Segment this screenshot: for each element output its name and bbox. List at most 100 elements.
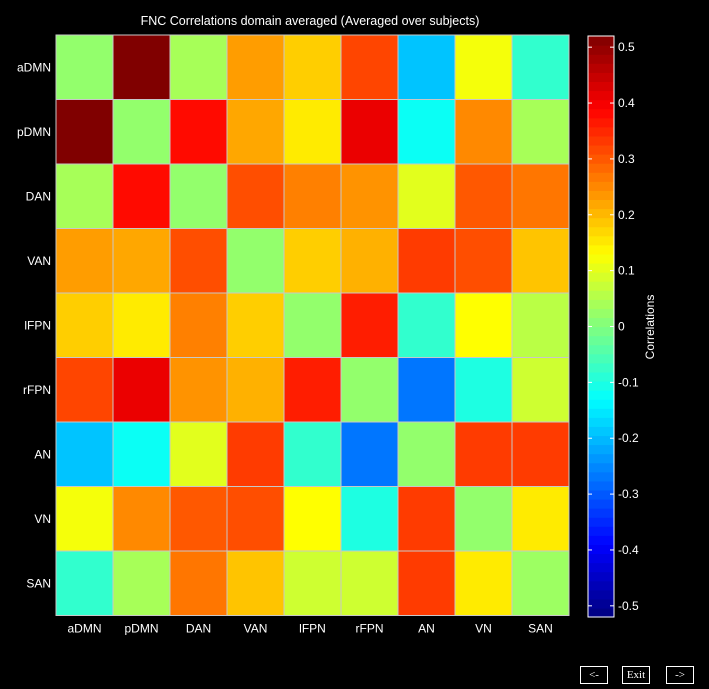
column-labels: aDMN pDMN DAN VAN lFPN rFPN AN VN SAN <box>67 622 552 636</box>
heatmap-cell-pDMN-VN <box>454 99 513 165</box>
colorbar-step <box>588 63 614 73</box>
colorbar-step <box>588 290 614 300</box>
heatmap-cell-SAN-aDMN <box>55 550 114 616</box>
colorbar: -0.5 -0.4 -0.3 -0.2 -0.1 0 0.1 0.2 0.3 0.4 0.5 <box>587 35 639 618</box>
heatmap-cell-VAN-SAN <box>511 228 570 294</box>
row-label-VN: VN <box>34 512 51 526</box>
heatmap-cell-lFPN-AN <box>397 292 456 358</box>
heatmap-cell-AN-VN <box>454 421 513 487</box>
heatmap-cell-lFPN-pDMN <box>112 292 171 358</box>
colorbar-tick-label: 0.5 <box>618 40 635 54</box>
heatmap-cell-SAN-lFPN <box>283 550 342 616</box>
previous-button[interactable]: <- <box>580 666 608 684</box>
colorbar-step <box>588 353 614 364</box>
heatmap-cell-VAN-VAN <box>226 228 285 294</box>
colorbar-step <box>588 317 614 328</box>
heatmap-cell-VN-AN <box>397 486 456 552</box>
heatmap-cell-aDMN-AN <box>397 34 456 100</box>
colorbar-step <box>588 544 614 555</box>
heatmap-cell-DAN-pDMN <box>112 163 171 229</box>
heatmap-cell-rFPN-VN <box>454 357 513 423</box>
row-label-DAN: DAN <box>26 189 51 203</box>
colorbar-step <box>588 226 614 237</box>
column-label-rFPN: rFPN <box>356 622 384 636</box>
row-label-aDMN: aDMN <box>17 60 51 74</box>
heatmap-cell-pDMN-aDMN <box>55 99 114 165</box>
colorbar-step <box>588 399 614 409</box>
heatmap-cell-VN-aDMN <box>55 486 114 552</box>
heatmap-cell-VAN-pDMN <box>112 228 171 294</box>
exit-button[interactable]: Exit <box>622 666 650 684</box>
colorbar-step <box>588 498 614 509</box>
colorbar-step <box>588 190 614 201</box>
colorbar-step <box>588 553 614 564</box>
heatmap-cell-AN-DAN <box>169 421 228 487</box>
heatmap-cell-pDMN-SAN <box>511 99 570 165</box>
heatmap-cell-VAN-aDMN <box>55 228 114 294</box>
heatmap-cell-lFPN-lFPN <box>283 292 342 358</box>
heatmap-cell-SAN-DAN <box>169 550 228 616</box>
heatmap-cell-DAN-rFPN <box>340 163 399 229</box>
row-label-rFPN: rFPN <box>23 383 51 397</box>
colorbar-step <box>588 235 614 246</box>
heatmap-cell-VN-pDMN <box>112 486 171 552</box>
colorbar-step <box>588 390 614 400</box>
colorbar-step <box>588 36 614 46</box>
heatmap-cell-lFPN-rFPN <box>340 292 399 358</box>
column-label-DAN: DAN <box>186 622 211 636</box>
heatmap-cell-VN-VAN <box>226 486 285 552</box>
heatmap-cell-VN-lFPN <box>283 486 342 552</box>
colorbar-step <box>588 299 614 309</box>
chart-title: FNC Correlations domain averaged (Averag… <box>141 14 480 28</box>
colorbar-tick-label: 0.2 <box>618 208 635 222</box>
column-label-pDMN: pDMN <box>124 622 158 636</box>
colorbar-step <box>588 417 614 427</box>
heatmap-cell-DAN-VAN <box>226 163 285 229</box>
colorbar-step <box>588 172 614 182</box>
colorbar-step <box>588 154 614 164</box>
colorbar-step <box>588 217 614 228</box>
heatmap-cell-SAN-SAN <box>511 550 570 616</box>
row-label-VAN: VAN <box>27 254 51 268</box>
colorbar-tick-label: -0.1 <box>618 375 639 389</box>
colorbar-step <box>588 362 614 373</box>
colorbar-step <box>588 344 614 355</box>
next-button[interactable]: -> <box>666 666 694 684</box>
heatmap-cell-pDMN-rFPN <box>340 99 399 165</box>
colorbar-step <box>588 408 614 418</box>
column-label-AN: AN <box>418 622 435 636</box>
heatmap-cell-aDMN-pDMN <box>112 34 171 100</box>
colorbar-tick-label: 0.3 <box>618 152 635 166</box>
heatmap-cell-VAN-DAN <box>169 228 228 294</box>
colorbar-step <box>588 126 614 137</box>
heatmap-cell-AN-pDMN <box>112 421 171 487</box>
colorbar-step <box>588 571 614 582</box>
heatmap-cell-aDMN-SAN <box>511 34 570 100</box>
colorbar-step <box>588 480 614 491</box>
colorbar-step <box>588 99 614 110</box>
colorbar-step <box>588 607 614 618</box>
colorbar-step <box>588 163 614 173</box>
heatmap-frame <box>55 34 570 616</box>
colorbar-step <box>588 253 614 264</box>
heatmap-cell-AN-SAN <box>511 421 570 487</box>
heatmap-cell-DAN-lFPN <box>283 163 342 229</box>
colorbar-step <box>588 562 614 573</box>
heatmap-cell-VAN-VN <box>454 228 513 294</box>
heatmap-cell-rFPN-aDMN <box>55 357 114 423</box>
colorbar-step <box>588 371 614 382</box>
colorbar-step <box>588 380 614 391</box>
colorbar-step <box>588 508 614 518</box>
heatmap-cell-SAN-AN <box>397 550 456 616</box>
heatmap-cell-DAN-aDMN <box>55 163 114 229</box>
heatmap-cell-DAN-AN <box>397 163 456 229</box>
colorbar-step <box>588 589 614 600</box>
heatmap-cell-AN-AN <box>397 421 456 487</box>
heatmap-cell-aDMN-VAN <box>226 34 285 100</box>
heatmap-cell-aDMN-rFPN <box>340 34 399 100</box>
column-label-aDMN: aDMN <box>67 622 101 636</box>
heatmap-cell-VN-rFPN <box>340 486 399 552</box>
heatmap-cell-rFPN-DAN <box>169 357 228 423</box>
colorbar-step <box>588 435 614 446</box>
heatmap-cell-aDMN-aDMN <box>55 34 114 100</box>
